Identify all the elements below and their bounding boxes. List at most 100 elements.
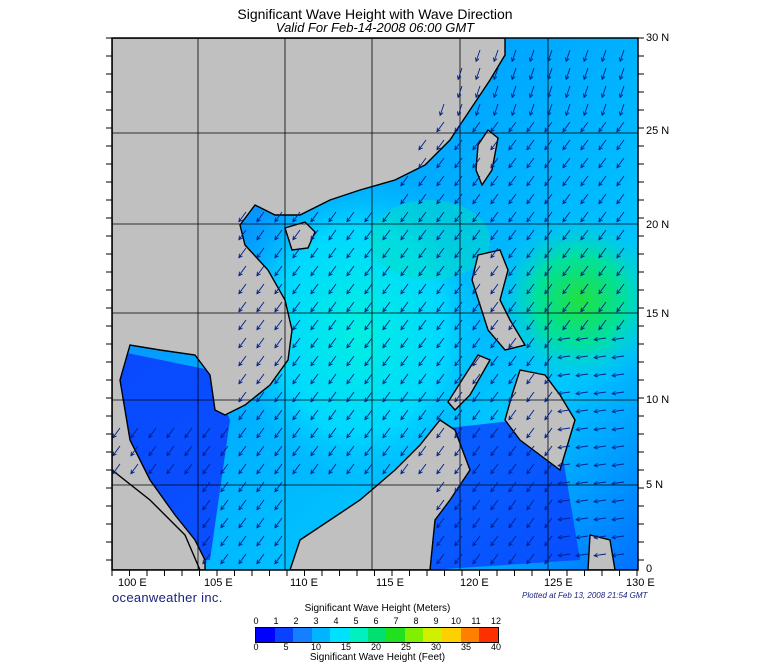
wave-arrow	[508, 157, 517, 169]
wave-arrow	[600, 49, 607, 63]
wave-arrow	[544, 355, 553, 367]
colorbar-meters-tick: 3	[313, 616, 319, 626]
wave-arrow	[400, 427, 409, 439]
wave-arrow	[544, 427, 553, 439]
wave-arrow	[346, 301, 355, 313]
wave-arrow	[580, 193, 589, 205]
wave-arrow	[382, 301, 391, 313]
wave-arrow	[364, 463, 373, 475]
wave-arrow	[544, 463, 553, 475]
wave-arrow	[382, 265, 391, 277]
wave-arrow	[490, 283, 499, 295]
wave-arrow	[328, 265, 337, 277]
wave-arrow	[292, 391, 301, 403]
wave-arrow	[544, 319, 553, 331]
wave-arrow	[202, 463, 211, 475]
wave-arrow	[526, 517, 535, 529]
wave-arrow	[510, 85, 517, 99]
wave-arrow	[202, 445, 211, 457]
colorbar-swatch	[293, 628, 312, 642]
wave-arrow	[562, 229, 571, 241]
wave-arrow	[544, 283, 553, 295]
wave-arrow	[292, 409, 301, 421]
wave-arrow	[436, 499, 445, 511]
wave-arrow	[328, 409, 337, 421]
wave-arrow	[220, 463, 229, 475]
wave-arrow	[256, 463, 265, 475]
wave-arrow	[382, 409, 391, 421]
wave-arrow	[528, 67, 535, 81]
wave-arrow	[400, 211, 409, 223]
colorbar-swatch	[460, 628, 480, 642]
graticule	[112, 38, 638, 570]
wave-arrow	[418, 229, 427, 241]
wave-arrow	[616, 121, 625, 133]
wave-arrow	[557, 354, 571, 360]
wave-arrow	[456, 103, 463, 117]
wave-arrow	[436, 193, 445, 205]
wave-arrow	[454, 427, 463, 439]
wave-arrow	[557, 498, 571, 504]
wave-arrow	[238, 211, 247, 223]
wave-arrow	[544, 139, 553, 151]
wave-arrow	[557, 390, 571, 396]
wave-arrow	[611, 336, 625, 342]
wave-arrow	[436, 229, 445, 241]
wave-arrow	[616, 175, 625, 187]
wave-arrow	[490, 463, 499, 475]
wave-arrow	[400, 355, 409, 367]
wave-arrow	[310, 463, 319, 475]
wave-arrow	[562, 157, 571, 169]
wave-arrow	[238, 535, 247, 547]
wave-arrow	[364, 211, 373, 223]
wave-arrow	[310, 445, 319, 457]
colorbar-meters-tick: 0	[253, 616, 259, 626]
wave-arrow	[310, 265, 319, 277]
wave-arrow	[526, 427, 535, 439]
wave-arrow	[611, 390, 625, 396]
wave-arrow	[436, 409, 445, 421]
wave-arrow	[557, 462, 571, 468]
wave-arrow	[256, 355, 265, 367]
wave-arrow	[436, 553, 445, 565]
wave-arrow	[508, 373, 517, 385]
wave-arrow	[575, 444, 589, 450]
wave-arrow	[346, 211, 355, 223]
wave-arrow	[611, 480, 625, 486]
wave-arrow	[557, 426, 571, 432]
wave-arrow	[528, 103, 535, 117]
wave-arrow	[508, 355, 517, 367]
wave-arrow	[508, 301, 517, 313]
wave-arrow	[472, 517, 481, 529]
colorbar-meters-tick: 4	[333, 616, 339, 626]
wave-arrow	[508, 139, 517, 151]
wave-arrow	[490, 247, 499, 259]
wave-arrow	[328, 247, 337, 259]
wave-arrow	[400, 283, 409, 295]
wave-arrow	[454, 301, 463, 313]
wave-arrow	[582, 85, 589, 99]
colorbar-swatch	[404, 628, 424, 642]
lat-label-15: 15 N	[646, 308, 670, 320]
wave-arrow	[238, 229, 247, 241]
wave-arrow	[112, 445, 121, 457]
colorbar-feet-tick: 0	[253, 642, 259, 652]
colorbar-swatch	[386, 628, 405, 642]
wave-arrow	[526, 499, 535, 511]
wave-arrow	[220, 553, 229, 565]
wave-arrow	[310, 229, 319, 241]
wave-arrow	[238, 553, 247, 565]
wave-arrow	[593, 336, 607, 342]
wave-arrow	[400, 301, 409, 313]
wave-arrow	[238, 499, 247, 511]
wave-arrow	[454, 211, 463, 223]
wave-arrow	[202, 553, 211, 565]
wave-arrow	[328, 427, 337, 439]
wave-arrow	[593, 498, 607, 504]
wave-arrow	[562, 121, 571, 133]
wave-arrow	[456, 67, 463, 81]
wave-arrow	[310, 283, 319, 295]
wave-arrow	[508, 553, 517, 565]
colorbar-meters-tick: 1	[273, 616, 279, 626]
wave-arrow	[472, 463, 481, 475]
